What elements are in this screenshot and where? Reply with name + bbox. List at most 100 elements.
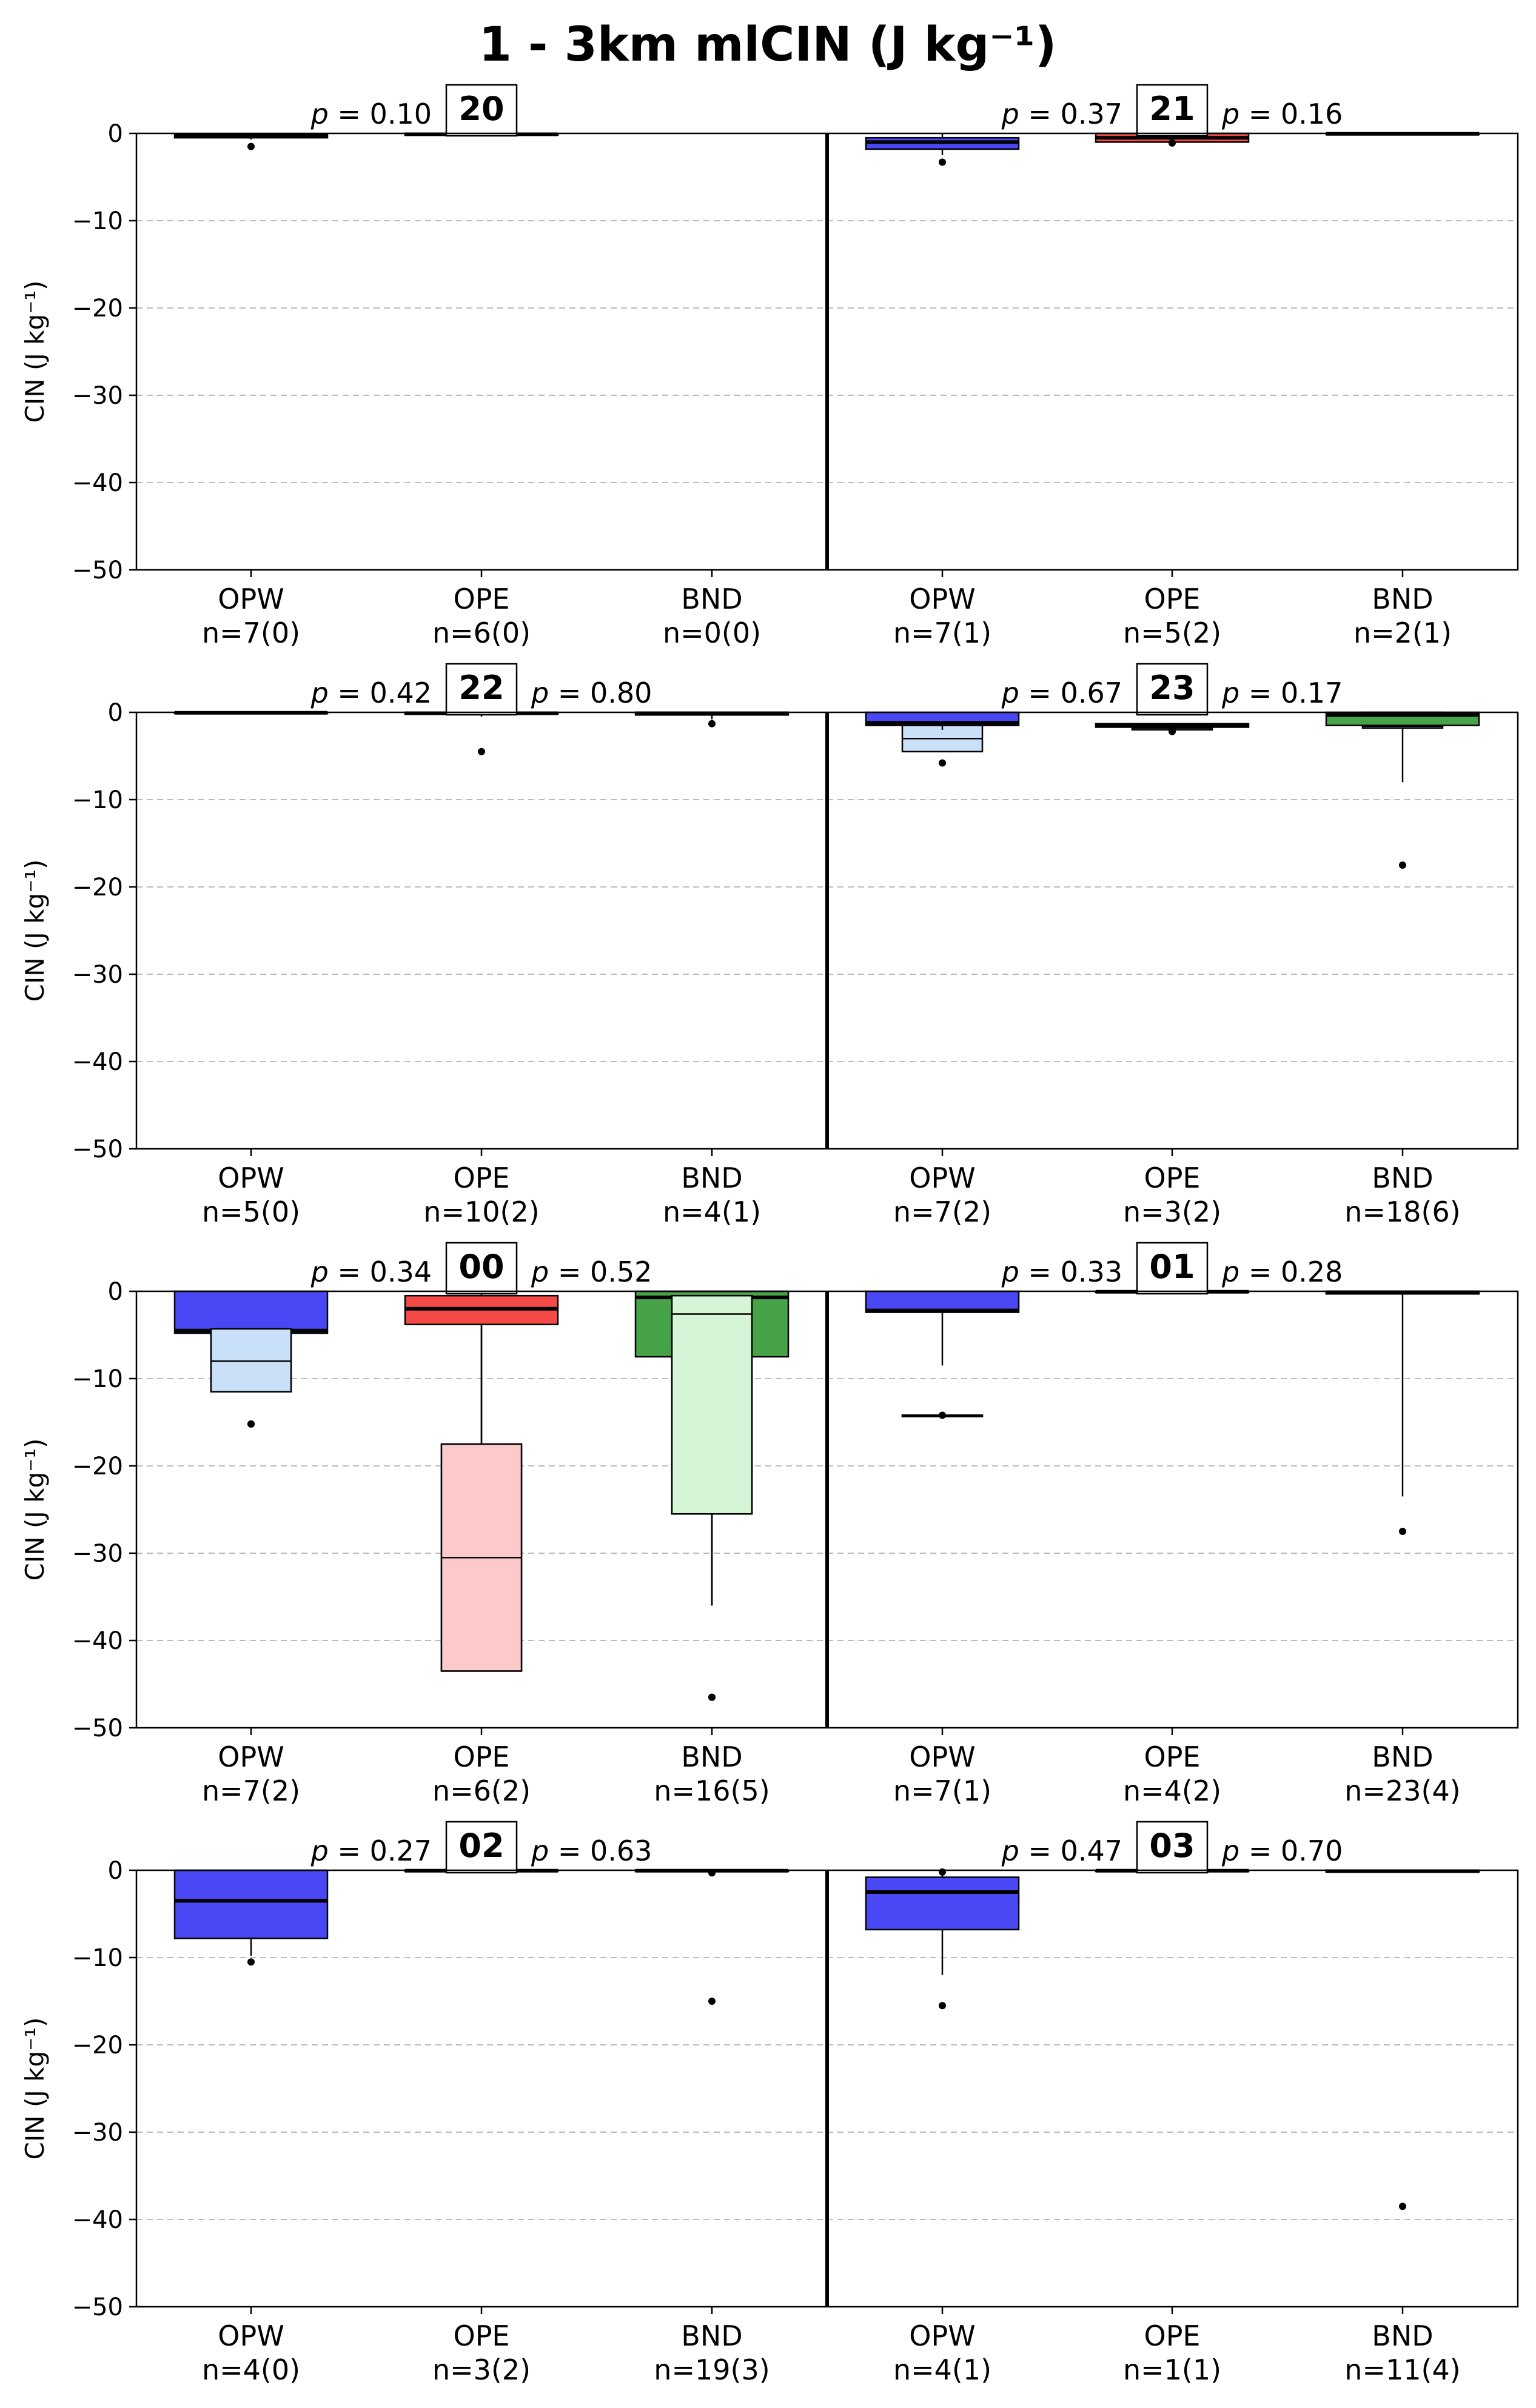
y-tick-label: −20 bbox=[72, 874, 123, 901]
category-label: OPE bbox=[1144, 1162, 1200, 1194]
inner-opw-outlier-0 bbox=[939, 759, 946, 767]
outer-bnd-outlier-0 bbox=[708, 720, 716, 727]
p-value-left: p = 0.10 bbox=[310, 98, 432, 130]
box-group-ope bbox=[404, 711, 559, 755]
y-tick-label: −20 bbox=[72, 1453, 123, 1480]
hour-label-box bbox=[1136, 663, 1209, 716]
box-group-bnd bbox=[1325, 1290, 1480, 1535]
n-label: n=19(3) bbox=[654, 2353, 770, 2386]
box-group-bnd bbox=[634, 1868, 790, 2005]
category-label: BND bbox=[681, 583, 742, 615]
inner-top-bnd-outlier-0 bbox=[708, 1693, 716, 1701]
hour-label-box bbox=[445, 1242, 518, 1295]
category-label: OPE bbox=[1144, 1741, 1200, 1773]
n-label: n=4(1) bbox=[663, 1196, 761, 1228]
box-group-opw bbox=[173, 1290, 329, 1428]
box-group-opw bbox=[173, 133, 329, 150]
outer-opw-box bbox=[173, 1869, 329, 1939]
category-label: OPW bbox=[909, 583, 975, 615]
n-label: n=4(2) bbox=[1123, 1774, 1221, 1807]
box-group-opw bbox=[865, 1290, 1020, 1419]
outer-ope-outlier-0 bbox=[1169, 139, 1176, 147]
hour-label: 23 bbox=[1149, 669, 1195, 707]
p-value-right: p = 0.28 bbox=[1221, 1256, 1343, 1288]
n-label: n=7(0) bbox=[202, 617, 300, 649]
inner-bnd-outlier-0 bbox=[1399, 861, 1406, 869]
outer-bnd-outlier-0 bbox=[1399, 2202, 1406, 2210]
n-label: n=5(2) bbox=[1123, 617, 1221, 649]
n-label: n=10(2) bbox=[423, 1196, 539, 1228]
outer-opw-outlier-0 bbox=[939, 2002, 946, 2010]
hour-label-box bbox=[1136, 1821, 1209, 1874]
outer-opw-box bbox=[865, 1876, 1020, 1931]
hour-label: 21 bbox=[1149, 90, 1195, 128]
outer-opw-box bbox=[173, 1290, 329, 1334]
category-label: OPE bbox=[453, 2319, 509, 2352]
category-label: OPE bbox=[1144, 583, 1200, 615]
n-label: n=7(2) bbox=[202, 1774, 300, 1807]
y-tick-label: 0 bbox=[108, 120, 123, 148]
hour-label-box bbox=[445, 663, 518, 716]
y-axis-label: CIN (J kg⁻¹) bbox=[20, 2018, 50, 2160]
box-group-bnd bbox=[634, 711, 790, 727]
p-value-left: p = 0.37 bbox=[1001, 98, 1122, 130]
y-tick-label: −10 bbox=[72, 1944, 123, 1972]
outer-opw-outlier-0 bbox=[247, 142, 255, 150]
n-label: n=16(5) bbox=[654, 1774, 770, 1807]
box-group-opw bbox=[865, 711, 1020, 767]
category-label: BND bbox=[1372, 583, 1433, 615]
hour-label-box bbox=[445, 1821, 518, 1874]
n-label: n=7(2) bbox=[893, 1196, 991, 1228]
y-tick-label: −10 bbox=[72, 207, 123, 235]
p-value-right: p = 0.16 bbox=[1221, 98, 1343, 130]
n-label: n=5(0) bbox=[202, 1196, 300, 1228]
category-label: OPE bbox=[453, 583, 509, 615]
category-label: OPE bbox=[1144, 2319, 1200, 2352]
category-label: BND bbox=[681, 1162, 742, 1194]
y-tick-label: −50 bbox=[72, 557, 123, 584]
category-label: OPE bbox=[453, 1162, 509, 1194]
n-label: n=3(2) bbox=[1123, 1196, 1221, 1228]
box-group-bnd bbox=[634, 1290, 790, 1701]
box-group-opw bbox=[865, 1868, 1020, 2010]
category-label: BND bbox=[1372, 1162, 1433, 1194]
category-label: BND bbox=[1372, 1741, 1433, 1773]
n-label: n=7(1) bbox=[893, 1774, 991, 1807]
box-group-bnd bbox=[1325, 1869, 1480, 2210]
p-value-right: p = 0.52 bbox=[531, 1256, 652, 1288]
y-tick-label: 0 bbox=[108, 1857, 123, 1885]
outer-bnd-outlier-1 bbox=[708, 1998, 716, 2005]
p-value-right: p = 0.63 bbox=[531, 1834, 652, 1867]
y-tick-label: −50 bbox=[72, 2293, 123, 2321]
outer-ope-outlier-0 bbox=[478, 747, 485, 755]
category-label: OPW bbox=[909, 2319, 975, 2352]
category-label: OPW bbox=[909, 1741, 975, 1773]
box-group-ope bbox=[404, 1291, 559, 1672]
hour-label-box bbox=[445, 84, 518, 137]
n-label: n=4(0) bbox=[202, 2353, 300, 2386]
y-axis-label: CIN (J kg⁻¹) bbox=[20, 281, 50, 423]
category-label: OPW bbox=[218, 1741, 284, 1773]
hour-label: 20 bbox=[458, 90, 504, 128]
inner-top-bnd-box bbox=[671, 1294, 753, 1515]
category-label: OPW bbox=[909, 1162, 975, 1194]
y-tick-label: −50 bbox=[72, 1135, 123, 1163]
y-tick-label: −10 bbox=[72, 786, 123, 814]
y-tick-label: −40 bbox=[72, 1048, 123, 1076]
hour-label-box bbox=[1136, 84, 1209, 137]
p-value-left: p = 0.27 bbox=[310, 1834, 432, 1867]
y-tick-label: −20 bbox=[72, 2032, 123, 2059]
hour-label: 01 bbox=[1149, 1248, 1195, 1286]
outer-ope-outlier-0 bbox=[1169, 727, 1176, 735]
box-group-opw bbox=[173, 1869, 329, 1966]
box-group-ope bbox=[1095, 132, 1250, 147]
category-label: BND bbox=[681, 2319, 742, 2352]
n-label: n=23(4) bbox=[1344, 1774, 1460, 1807]
